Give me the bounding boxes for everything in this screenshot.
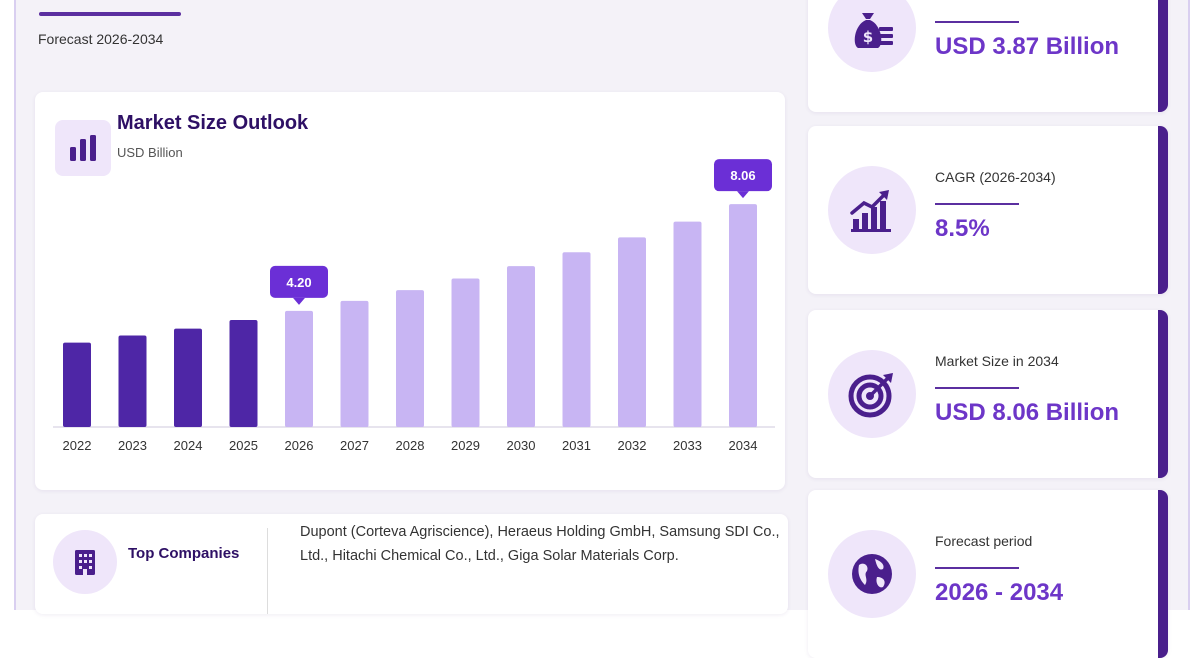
bar-chart: 2022 2023 2024 2025 2026 2027 2028 2029 2030 2031…: [53, 159, 775, 453]
callout-label: 8.06: [730, 168, 755, 183]
bar-chart-icon: [55, 120, 111, 176]
market-size-chart-card: 2022 2023 2024 2025 2026 2027 2028 2029 2030 2031…: [35, 92, 785, 490]
x-tick-label: 2027: [340, 438, 369, 453]
x-tick-label: 2032: [618, 438, 647, 453]
globe-icon: [828, 530, 916, 618]
kpi-card-market-size-2034: Market Size in 2034 USD 8.06 Billion: [808, 310, 1168, 478]
bar-2034: [729, 204, 757, 427]
chart-title: Market Size Outlook: [117, 112, 309, 134]
bar-2026: [285, 310, 313, 427]
kpi-underline: [935, 387, 1019, 389]
chart-subtitle: USD Billion: [117, 145, 183, 160]
callout-2026: 4.20: [270, 265, 328, 305]
x-tick-label: 2030: [507, 438, 536, 453]
top-companies-list: Dupont (Corteva Agriscience), Heraeus Ho…: [300, 524, 780, 564]
kpi-card-forecast-period: Forecast period 2026 - 2034: [808, 490, 1168, 658]
x-tick-label: 2024: [174, 438, 203, 453]
bar-2028: [396, 290, 424, 427]
kpi-card-cagr: CAGR (2026-2034) 8.5%: [808, 126, 1168, 294]
kpi-label: CAGR (2026-2034): [935, 169, 1056, 185]
title-underline: [39, 12, 181, 16]
building-icon: [53, 530, 117, 594]
bar-2032: [618, 237, 646, 427]
bar-2029: [451, 278, 480, 427]
bar-2022: [63, 342, 91, 427]
kpi-underline: [935, 567, 1019, 569]
kpi-label: Market Size in 2034: [935, 353, 1059, 369]
x-tick-label: 2023: [118, 438, 147, 453]
kpi-value: USD 8.06 Billion: [935, 399, 1120, 426]
bar-2023: [118, 335, 147, 427]
kpi-value: 2026 - 2034: [935, 579, 1064, 606]
bar-2025: [229, 320, 258, 427]
divider: [267, 528, 268, 614]
x-tick-label: 2026: [285, 438, 314, 453]
kpi-underline: [935, 21, 1019, 23]
x-tick-label: 2028: [396, 438, 425, 453]
x-tick-label: 2029: [451, 438, 480, 453]
bar-2027: [340, 300, 369, 427]
kpi-label: Forecast period: [935, 533, 1033, 549]
target-icon: [828, 350, 916, 438]
x-tick-label: 2031: [562, 438, 591, 453]
svg-text:$: $: [863, 28, 873, 46]
x-tick-label: 2033: [673, 438, 702, 453]
x-tick-label: 2025: [229, 438, 258, 453]
kpi-underline: [935, 203, 1019, 205]
callout-label: 4.20: [286, 275, 311, 290]
bar-2024: [174, 328, 202, 427]
x-tick-label: 2022: [63, 438, 92, 453]
kpi-value: 8.5%: [935, 215, 990, 242]
money-bag-icon: $: [828, 0, 916, 72]
growth-chart-icon: [828, 166, 916, 254]
bar-2030: [507, 266, 535, 427]
x-tick-label: 2034: [729, 438, 758, 453]
kpi-card-base-market-size: $ USD 3.87 Billion: [808, 0, 1168, 112]
forecast-text: Forecast 2026-2034: [38, 31, 164, 47]
top-companies-title: Top Companies: [128, 545, 240, 562]
callout-2034: 8.06: [714, 159, 772, 199]
top-companies-card: Top Companies Dupont (Corteva Agriscienc…: [35, 514, 788, 614]
bar-2033: [673, 221, 702, 427]
bar-2031: [562, 252, 591, 427]
kpi-value: USD 3.87 Billion: [935, 33, 1120, 60]
